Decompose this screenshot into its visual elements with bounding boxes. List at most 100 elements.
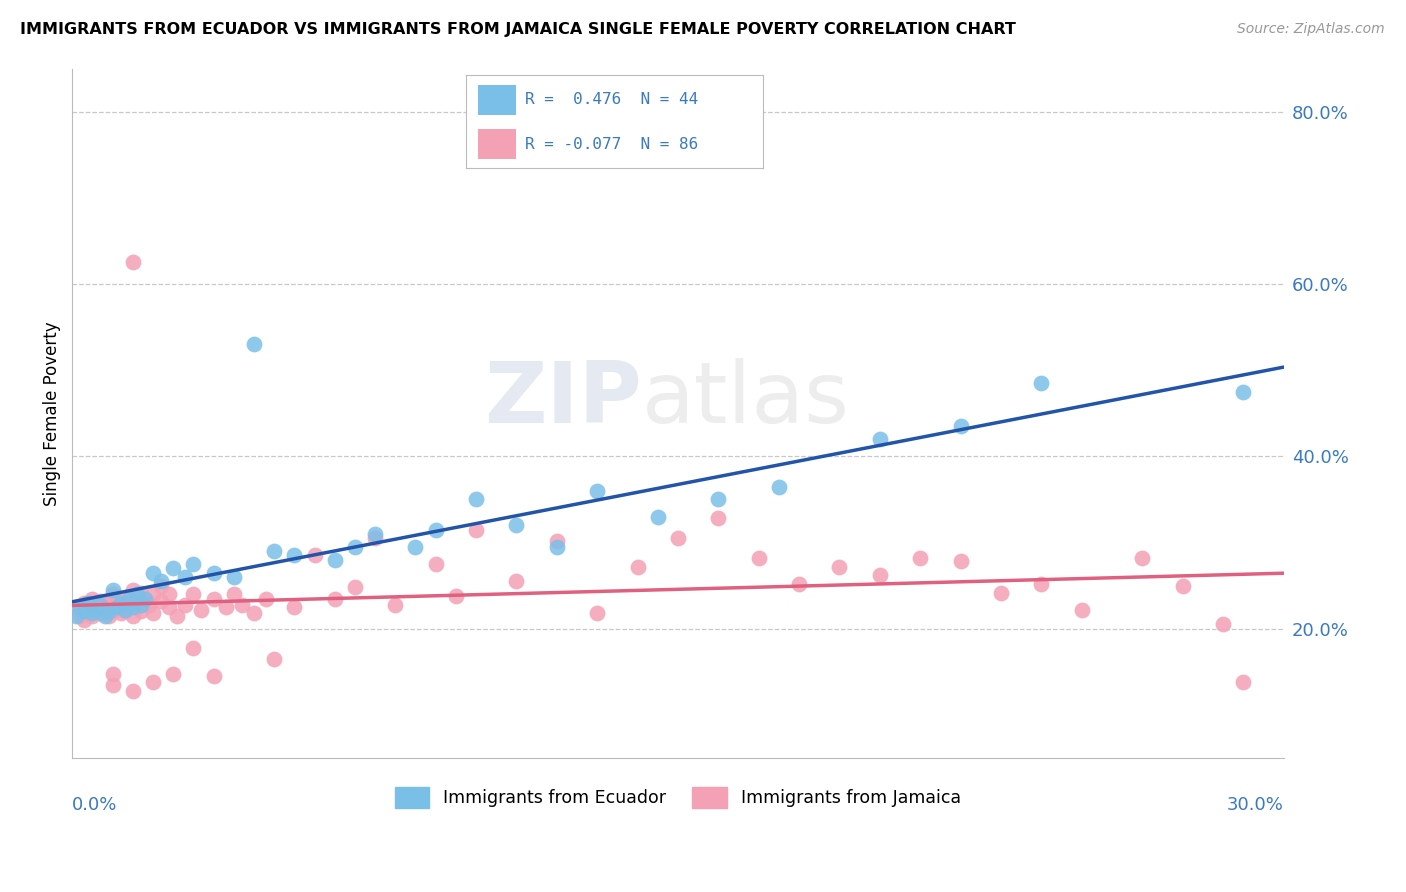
Immigrants from Jamaica: [202, 669, 225, 683]
Immigrants from Jamaica: [908, 551, 931, 566]
Immigrants from Jamaica: [425, 557, 447, 571]
Immigrants from Jamaica: [121, 608, 143, 623]
Immigrants from Jamaica: [787, 577, 810, 591]
Immigrants from Jamaica: [121, 255, 143, 269]
Immigrants from Jamaica: [626, 559, 648, 574]
Immigrants from Jamaica: [73, 613, 96, 627]
Immigrants from Jamaica: [77, 605, 100, 619]
Immigrants from Jamaica: [1212, 617, 1234, 632]
Immigrants from Jamaica: [118, 596, 141, 610]
Immigrants from Jamaica: [114, 598, 136, 612]
Immigrants from Jamaica: [828, 559, 851, 574]
Immigrants from Jamaica: [93, 599, 115, 614]
Immigrants from Jamaica: [157, 600, 180, 615]
Immigrants from Ecuador: [114, 603, 136, 617]
Immigrants from Jamaica: [166, 608, 188, 623]
Immigrants from Jamaica: [125, 600, 148, 615]
Immigrants from Jamaica: [150, 594, 173, 608]
Immigrants from Jamaica: [110, 606, 132, 620]
Immigrants from Jamaica: [134, 591, 156, 606]
Immigrants from Ecuador: [183, 557, 205, 571]
Legend: Immigrants from Ecuador, Immigrants from Jamaica: Immigrants from Ecuador, Immigrants from…: [388, 780, 969, 814]
Immigrants from Jamaica: [505, 574, 527, 589]
Immigrants from Ecuador: [65, 608, 87, 623]
Immigrants from Jamaica: [121, 683, 143, 698]
Immigrants from Ecuador: [89, 598, 111, 612]
Immigrants from Ecuador: [647, 509, 669, 524]
Immigrants from Jamaica: [323, 591, 346, 606]
Immigrants from Jamaica: [162, 666, 184, 681]
Immigrants from Ecuador: [73, 605, 96, 619]
Immigrants from Jamaica: [283, 600, 305, 615]
Immigrants from Jamaica: [73, 596, 96, 610]
Immigrants from Jamaica: [157, 587, 180, 601]
Immigrants from Jamaica: [949, 554, 972, 568]
Immigrants from Jamaica: [243, 606, 266, 620]
Immigrants from Ecuador: [465, 492, 488, 507]
Immigrants from Jamaica: [65, 600, 87, 615]
Text: atlas: atlas: [641, 358, 849, 441]
Immigrants from Ecuador: [404, 540, 426, 554]
Immigrants from Ecuador: [283, 549, 305, 563]
Immigrants from Ecuador: [118, 591, 141, 606]
Immigrants from Jamaica: [748, 551, 770, 566]
Immigrants from Jamaica: [1070, 603, 1092, 617]
Immigrants from Jamaica: [82, 591, 104, 606]
Immigrants from Jamaica: [190, 603, 212, 617]
Immigrants from Ecuador: [93, 608, 115, 623]
Immigrants from Ecuador: [586, 483, 609, 498]
Immigrants from Ecuador: [263, 544, 285, 558]
Immigrants from Jamaica: [465, 523, 488, 537]
Immigrants from Jamaica: [142, 606, 165, 620]
Immigrants from Jamaica: [110, 591, 132, 606]
Immigrants from Ecuador: [105, 600, 128, 615]
Immigrants from Jamaica: [707, 511, 730, 525]
Immigrants from Jamaica: [444, 589, 467, 603]
Immigrants from Jamaica: [93, 605, 115, 619]
Immigrants from Jamaica: [105, 594, 128, 608]
Immigrants from Jamaica: [231, 598, 253, 612]
Immigrants from Ecuador: [129, 598, 152, 612]
Immigrants from Ecuador: [86, 603, 108, 617]
Immigrants from Jamaica: [222, 587, 245, 601]
Text: 30.0%: 30.0%: [1227, 796, 1284, 814]
Immigrants from Jamaica: [82, 608, 104, 623]
Immigrants from Jamaica: [215, 600, 238, 615]
Immigrants from Ecuador: [202, 566, 225, 580]
Immigrants from Jamaica: [114, 605, 136, 619]
Immigrants from Jamaica: [343, 580, 366, 594]
Immigrants from Jamaica: [202, 591, 225, 606]
Immigrants from Jamaica: [263, 652, 285, 666]
Immigrants from Jamaica: [86, 598, 108, 612]
Immigrants from Ecuador: [343, 540, 366, 554]
Immigrants from Jamaica: [86, 603, 108, 617]
Immigrants from Jamaica: [97, 608, 120, 623]
Immigrants from Jamaica: [101, 678, 124, 692]
Immigrants from Jamaica: [364, 531, 387, 545]
Immigrants from Jamaica: [586, 606, 609, 620]
Immigrants from Jamaica: [990, 585, 1012, 599]
Y-axis label: Single Female Poverty: Single Female Poverty: [44, 321, 60, 506]
Immigrants from Ecuador: [364, 527, 387, 541]
Immigrants from Jamaica: [384, 598, 406, 612]
Immigrants from Ecuador: [174, 570, 197, 584]
Text: Source: ZipAtlas.com: Source: ZipAtlas.com: [1237, 22, 1385, 37]
Immigrants from Ecuador: [1031, 376, 1053, 390]
Immigrants from Ecuador: [69, 600, 91, 615]
Immigrants from Ecuador: [121, 600, 143, 615]
Immigrants from Ecuador: [323, 553, 346, 567]
Immigrants from Jamaica: [142, 587, 165, 601]
Immigrants from Jamaica: [89, 606, 111, 620]
Immigrants from Jamaica: [1232, 675, 1254, 690]
Immigrants from Jamaica: [183, 640, 205, 655]
Immigrants from Jamaica: [105, 600, 128, 615]
Immigrants from Ecuador: [101, 582, 124, 597]
Immigrants from Ecuador: [125, 587, 148, 601]
Immigrants from Ecuador: [77, 596, 100, 610]
Immigrants from Ecuador: [97, 605, 120, 619]
Immigrants from Ecuador: [1232, 384, 1254, 399]
Immigrants from Ecuador: [222, 570, 245, 584]
Immigrants from Jamaica: [129, 605, 152, 619]
Immigrants from Jamaica: [101, 666, 124, 681]
Immigrants from Jamaica: [1130, 551, 1153, 566]
